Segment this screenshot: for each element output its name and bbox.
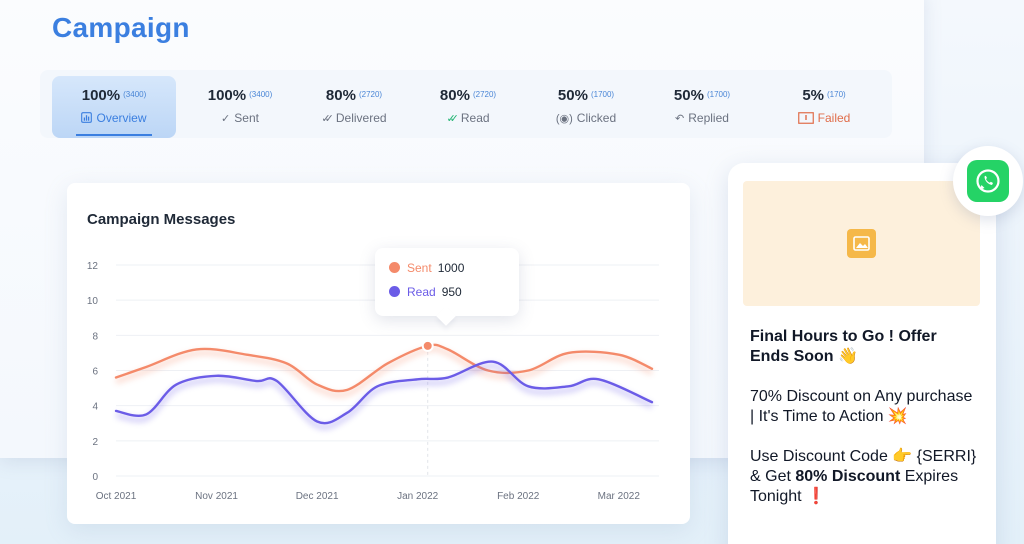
whatsapp-badge [953, 146, 1023, 216]
stat-label-clicked: Clicked [576, 111, 617, 125]
line-chart: 0 2 4 6 8 10 12 Oct 2021 Nov 2021 Dec 2021 Jan 202… [87, 261, 659, 502]
x-tick-label: Feb 2022 [497, 491, 540, 502]
message-body: Final Hours to Go ! Offer Ends Soon 👋 70… [750, 327, 980, 507]
x-tick-label: Jan 2022 [397, 491, 439, 502]
stat-percent: 50% [557, 87, 588, 104]
stat-label-overview: Overview [96, 111, 147, 125]
stat-count: (3400) [249, 90, 273, 99]
tab-replied[interactable]: 50% (1700) ↶ Replied [640, 76, 764, 138]
sent-dot-icon [389, 262, 400, 273]
stat-label-replied: Replied [688, 111, 729, 125]
message-paragraph-1: 70% Discount on Any purchase | It's Time… [750, 388, 973, 425]
stat-percent: 100% [81, 87, 121, 104]
stat-percent: 50% [673, 87, 704, 104]
stat-count: (2720) [472, 90, 497, 99]
tooltip-series-value: 950 [441, 285, 462, 299]
stat-count: (2720) [358, 90, 383, 99]
failed-icon [797, 112, 814, 124]
tooltip-row-sent: Sent 1000 [389, 261, 464, 275]
whatsapp-icon [967, 160, 1009, 202]
tooltip-point [421, 339, 434, 352]
x-tick-label: Mar 2022 [598, 491, 641, 502]
media-placeholder [743, 181, 980, 306]
stat-count: (3400) [123, 90, 147, 99]
tooltip-series-value: 1000 [437, 261, 465, 275]
stat-percent: 100% [207, 87, 247, 104]
stat-label-delivered: Delivered [335, 111, 387, 125]
reply-icon: ↶ [675, 113, 685, 125]
series-line-sent [114, 343, 654, 393]
stat-label-sent: Sent [234, 111, 259, 125]
message-bold-discount: 80% Discount [795, 468, 901, 485]
page-title: Campaign [52, 12, 190, 43]
image-icon [847, 229, 876, 258]
series-shadow-read [115, 362, 654, 431]
tab-clicked[interactable]: 50% (1700) (◉) Clicked [524, 76, 648, 138]
y-tick-label: 8 [92, 331, 98, 342]
tab-failed[interactable]: 5% (170) Failed [762, 76, 886, 138]
x-tick-label: Oct 2021 [96, 491, 137, 502]
message-title: Final Hours to Go ! Offer Ends Soon 👋 [750, 328, 937, 365]
x-tick-label: Dec 2021 [296, 491, 339, 502]
stat-label-failed: Failed [817, 111, 851, 125]
message-paragraph-2: Use Discount Code 👉 {SERRI} & Get 80% Di… [750, 447, 980, 507]
cursor-click-icon: (◉) [555, 113, 573, 125]
tooltip-series-name: Sent [407, 261, 432, 275]
double-check-green-icon: ✓✓ [446, 113, 459, 125]
chart-tooltip: Sent 1000 Read 950 [375, 248, 519, 316]
message-text: Expires Tonight ❗ [750, 468, 959, 505]
stats-bar: 100% (3400) Overview 100% (3400) ✓ Sent 80%… [40, 70, 892, 138]
y-tick-label: 4 [92, 402, 98, 413]
series-shadow-sent [115, 345, 654, 399]
tab-delivered[interactable]: 80% (2720) ✓✓ Delivered [292, 76, 416, 138]
stat-count: (1700) [590, 90, 615, 99]
series-line-read [114, 360, 654, 425]
y-tick-label: 2 [92, 437, 98, 448]
y-tick-label: 10 [87, 296, 99, 307]
campaign-messages-chart-card: Campaign Messages 0 2 4 6 8 10 12 Oct 2021 Nov 2… [67, 183, 690, 524]
y-tick-label: 6 [92, 367, 98, 378]
bar-chart-icon [81, 112, 93, 123]
stat-percent: 80% [325, 87, 356, 104]
whatsapp-message-preview: Final Hours to Go ! Offer Ends Soon 👋 70… [728, 163, 996, 544]
tab-read[interactable]: 80% (2720) ✓✓ Read [406, 76, 530, 138]
stat-count: (170) [827, 90, 846, 99]
tab-sent[interactable]: 100% (3400) ✓ Sent [178, 76, 302, 138]
y-tick-label: 0 [92, 472, 98, 483]
x-tick-label: Nov 2021 [195, 491, 238, 502]
tooltip-row-read: Read 950 [389, 285, 462, 299]
read-dot-icon [389, 286, 400, 297]
message-text: Use Discount Code 👉 {SERRI} & Get [750, 448, 977, 485]
stat-count: (1700) [706, 90, 731, 99]
double-check-icon: ✓✓ [321, 113, 334, 125]
chart-title: Campaign Messages [87, 211, 236, 228]
tab-overview[interactable]: 100% (3400) Overview [52, 76, 176, 138]
stat-percent: 80% [439, 87, 470, 104]
check-icon: ✓ [221, 113, 231, 125]
tooltip-series-name: Read [407, 285, 436, 299]
y-tick-label: 12 [87, 261, 99, 272]
stat-label-read: Read [460, 111, 490, 125]
stat-percent: 5% [802, 87, 824, 104]
